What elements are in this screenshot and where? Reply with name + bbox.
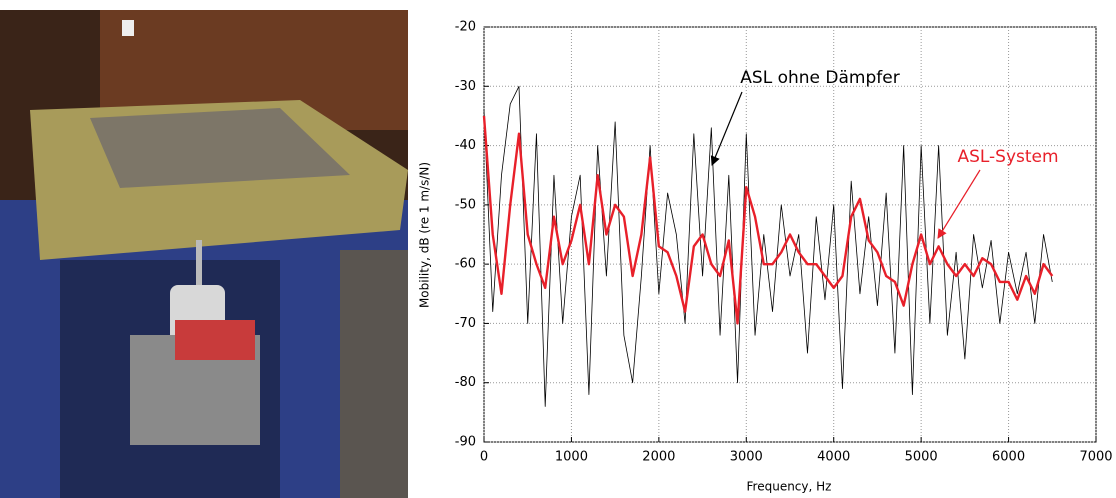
y-tick-label: -50	[455, 197, 476, 212]
y-tick-label: -80	[455, 375, 476, 390]
x-tick-label: 4000	[817, 450, 850, 465]
y-tick-label: -60	[455, 257, 476, 272]
series-line	[482, 115, 1054, 325]
photo	[0, 10, 408, 498]
annotation-arrow	[937, 169, 981, 239]
x-tick-label: 5000	[905, 450, 938, 465]
plate	[90, 108, 350, 188]
y-tick-label: -30	[455, 79, 476, 94]
x-axis-label: Frequency, Hz	[747, 480, 832, 494]
stinger	[196, 240, 202, 290]
x-tick-label: 2000	[642, 450, 675, 465]
floor	[340, 250, 408, 498]
clamp	[175, 320, 255, 360]
x-tick-label: 6000	[992, 450, 1025, 465]
annotation: ASL-System	[957, 147, 1058, 167]
y-tick-label: -70	[455, 316, 476, 331]
x-tick-label: 0	[480, 450, 488, 465]
annotation-arrow	[710, 91, 743, 166]
plot: -90 -80 -70 -60 -50 -40 -30 -20 0 1000 2000 3000 400…	[455, 20, 1113, 465]
series-line	[483, 85, 1053, 407]
y-axis-label: Mobility, dB (re 1 m/s/N)	[418, 162, 432, 308]
annotation: ASL ohne Dämpfer	[740, 68, 899, 88]
y-tick-label: -90	[455, 435, 476, 450]
x-tick-label: 7000	[1079, 450, 1112, 465]
x-tick-label: 3000	[730, 450, 763, 465]
x-tick-label: 1000	[555, 450, 588, 465]
socket	[122, 20, 134, 36]
y-tick-label: -40	[455, 138, 476, 153]
y-tick-label: -20	[455, 20, 476, 35]
